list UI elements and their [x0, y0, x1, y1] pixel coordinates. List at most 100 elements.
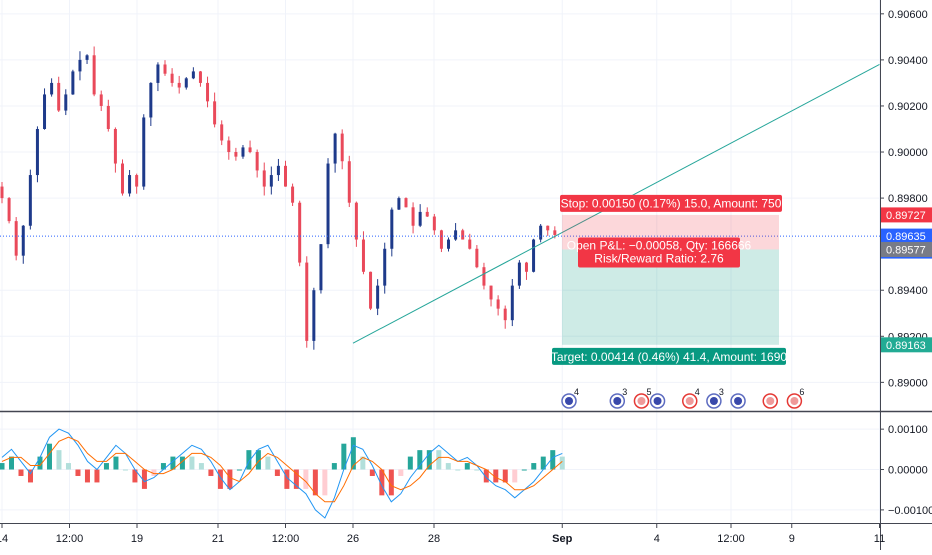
macd-histogram-bar — [388, 469, 394, 496]
macd-histogram-bar — [18, 469, 24, 476]
candle-up — [184, 78, 188, 88]
candle-up — [532, 239, 536, 272]
target-label-bg — [552, 347, 786, 365]
macd-layer — [0, 428, 565, 519]
candle-down — [425, 211, 429, 217]
price-tag-label: 0.89163 — [886, 340, 926, 352]
macd-histogram-bar — [208, 469, 214, 476]
macd-histogram-bar — [103, 463, 109, 470]
candle-up — [71, 71, 75, 95]
candle-down — [170, 73, 174, 83]
event-count: 3 — [622, 387, 627, 397]
candle-down — [113, 128, 117, 164]
candle-down — [305, 262, 309, 341]
macd-histogram-bar — [113, 456, 119, 470]
event-flag-inner-icon — [734, 397, 743, 405]
candle-down — [262, 170, 266, 187]
candle-down — [432, 216, 436, 231]
event-flag-inner-icon — [613, 397, 622, 405]
macd-histogram-bar — [369, 469, 375, 476]
time-tick-label: 9 — [789, 533, 795, 545]
time-tick-label: 14 — [0, 533, 8, 545]
time-tick-label: 4 — [654, 533, 660, 545]
event-count: 4 — [574, 387, 579, 397]
macd-histogram-bar — [322, 469, 328, 496]
candle-up — [28, 175, 32, 226]
candle-up — [43, 94, 47, 129]
event-flag-inner-icon — [565, 397, 573, 405]
candle-up — [128, 175, 132, 194]
candle-down — [475, 248, 479, 268]
macd-histogram-bar — [189, 456, 195, 470]
candle-up — [156, 64, 160, 83]
event-flag-inner-icon — [790, 397, 799, 405]
event-count: 4 — [695, 387, 700, 397]
target-label: Target: 0.00414 (0.46%) 41.4, Amount: 16… — [551, 350, 787, 364]
candle-up — [64, 94, 68, 111]
pnl-label-line2: Risk/Reward Ratio: 2.76 — [594, 251, 724, 265]
price-tick-label: 0.90000 — [888, 147, 928, 159]
macd-histogram-bar — [284, 469, 290, 489]
macd-histogram-bar — [293, 469, 299, 489]
candle-down — [255, 152, 259, 171]
candle-up — [390, 209, 394, 249]
event-flag-inner-icon — [709, 397, 718, 405]
candle-down — [106, 105, 110, 129]
candles-layer — [0, 46, 880, 350]
candle-up — [418, 211, 422, 226]
candle-up — [149, 82, 153, 118]
candle-up — [510, 285, 514, 321]
macd-line — [1, 428, 563, 519]
event-flag-inner-icon — [766, 397, 775, 405]
candle-up — [539, 225, 543, 240]
candle-down — [404, 198, 408, 208]
time-tick-label: 26 — [347, 533, 359, 545]
candle-down — [461, 230, 465, 240]
macd-tick-label: 0.00000 — [888, 465, 928, 477]
candle-down — [248, 147, 252, 153]
time-tick-label: 28 — [428, 533, 440, 545]
candle-down — [411, 207, 415, 226]
macd-histogram-bar — [521, 469, 527, 471]
macd-histogram-bar — [0, 463, 5, 470]
event-flag-inner-icon — [637, 397, 646, 405]
signal-line — [1, 436, 563, 503]
candle-down — [57, 82, 61, 111]
price-tick-label: 0.89400 — [888, 285, 928, 297]
macd-histogram-bar — [141, 469, 147, 489]
candle-down — [524, 262, 528, 272]
position-layer[interactable]: Stop: 0.00150 (0.17%) 15.0, Amount: 750 T… — [551, 194, 787, 365]
candle-up — [447, 239, 451, 249]
candle-down — [482, 267, 486, 286]
macd-histogram-bar — [227, 469, 233, 489]
macd-histogram-bar — [56, 450, 62, 470]
candle-up — [376, 285, 380, 309]
candle-down — [227, 140, 231, 153]
macd-histogram-bar — [360, 456, 366, 470]
macd-histogram-bar — [122, 469, 128, 471]
candle-up — [269, 175, 273, 187]
candle-up — [312, 290, 316, 341]
macd-histogram-bar — [550, 450, 556, 470]
macd-histogram-bar — [236, 469, 242, 471]
macd-histogram-bar — [398, 469, 404, 476]
time-tick-label: Sep — [552, 533, 572, 545]
event-count: 6 — [799, 387, 804, 397]
macd-histogram-bar — [493, 469, 499, 483]
event-flag-inner-icon — [653, 397, 662, 405]
price-tick-label: 0.90200 — [888, 101, 928, 113]
candle-up — [454, 230, 458, 240]
stop-label: Stop: 0.00150 (0.17%) 15.0, Amount: 750 — [561, 196, 782, 210]
candle-down — [7, 198, 11, 222]
price-tick-label: 0.89800 — [888, 193, 928, 205]
candle-down — [496, 299, 500, 309]
candle-up — [319, 244, 323, 291]
macd-histogram-bar — [417, 450, 423, 470]
macd-histogram-bar — [65, 463, 71, 470]
macd-histogram-bar — [540, 456, 546, 470]
pnl-label-bg — [578, 237, 740, 268]
macd-histogram-bar — [179, 456, 185, 470]
